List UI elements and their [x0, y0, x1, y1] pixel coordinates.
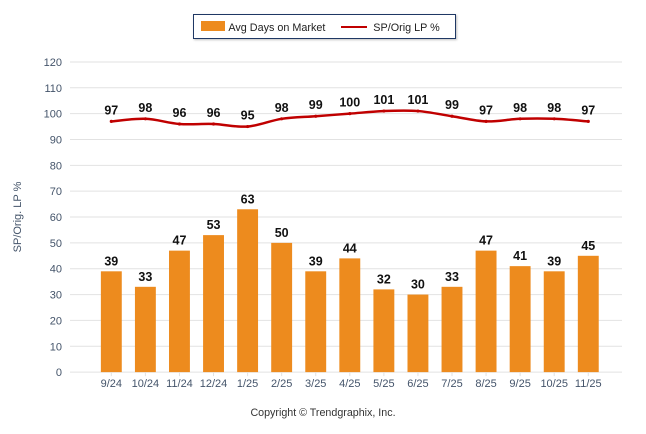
- svg-text:120: 120: [44, 57, 62, 69]
- svg-text:100: 100: [339, 96, 360, 110]
- svg-text:70: 70: [50, 186, 62, 198]
- svg-text:30: 30: [411, 278, 425, 292]
- svg-text:32: 32: [377, 272, 391, 286]
- svg-text:10: 10: [50, 341, 62, 353]
- svg-text:12/24: 12/24: [200, 378, 228, 390]
- svg-text:47: 47: [173, 234, 187, 248]
- svg-text:101: 101: [373, 93, 394, 107]
- svg-text:63: 63: [241, 192, 255, 206]
- svg-text:90: 90: [50, 135, 62, 147]
- svg-text:98: 98: [547, 101, 561, 115]
- svg-text:100: 100: [44, 109, 62, 121]
- svg-text:39: 39: [547, 254, 561, 268]
- svg-text:99: 99: [309, 98, 323, 112]
- svg-text:9/25: 9/25: [509, 378, 530, 390]
- svg-text:0: 0: [56, 367, 62, 379]
- svg-text:98: 98: [513, 101, 527, 115]
- svg-text:11/24: 11/24: [166, 378, 193, 390]
- svg-text:10/24: 10/24: [132, 378, 160, 390]
- svg-text:98: 98: [275, 101, 289, 115]
- svg-text:40: 40: [50, 264, 62, 276]
- svg-text:45: 45: [581, 239, 595, 253]
- svg-text:98: 98: [138, 101, 152, 115]
- svg-text:3/25: 3/25: [305, 378, 326, 390]
- svg-text:33: 33: [138, 270, 152, 284]
- svg-text:110: 110: [44, 83, 62, 95]
- svg-text:50: 50: [275, 226, 289, 240]
- svg-text:9/24: 9/24: [101, 378, 122, 390]
- svg-text:50: 50: [50, 238, 62, 250]
- svg-text:95: 95: [241, 109, 255, 123]
- svg-text:1/25: 1/25: [237, 378, 258, 390]
- svg-text:7/25: 7/25: [441, 378, 462, 390]
- svg-text:39: 39: [104, 254, 118, 268]
- svg-text:80: 80: [50, 160, 62, 172]
- svg-text:8/25: 8/25: [475, 378, 496, 390]
- svg-text:20: 20: [50, 315, 62, 327]
- svg-text:97: 97: [479, 103, 493, 117]
- svg-text:2/25: 2/25: [271, 378, 292, 390]
- svg-text:44: 44: [343, 241, 357, 255]
- svg-text:SP/Orig. LP %: SP/Orig. LP %: [12, 181, 24, 252]
- svg-text:96: 96: [207, 106, 221, 120]
- svg-text:97: 97: [581, 103, 595, 117]
- svg-text:10/25: 10/25: [540, 378, 568, 390]
- svg-text:30: 30: [50, 290, 62, 302]
- svg-text:97: 97: [104, 103, 118, 117]
- svg-text:99: 99: [445, 98, 459, 112]
- svg-text:53: 53: [207, 218, 221, 232]
- svg-text:60: 60: [50, 212, 62, 224]
- svg-text:6/25: 6/25: [407, 378, 428, 390]
- svg-text:33: 33: [445, 270, 459, 284]
- svg-text:41: 41: [513, 249, 527, 263]
- svg-text:39: 39: [309, 254, 323, 268]
- svg-text:47: 47: [479, 234, 493, 248]
- svg-text:4/25: 4/25: [339, 378, 360, 390]
- svg-text:101: 101: [408, 93, 429, 107]
- svg-text:96: 96: [173, 106, 187, 120]
- svg-text:5/25: 5/25: [373, 378, 394, 390]
- svg-text:11/25: 11/25: [575, 378, 602, 390]
